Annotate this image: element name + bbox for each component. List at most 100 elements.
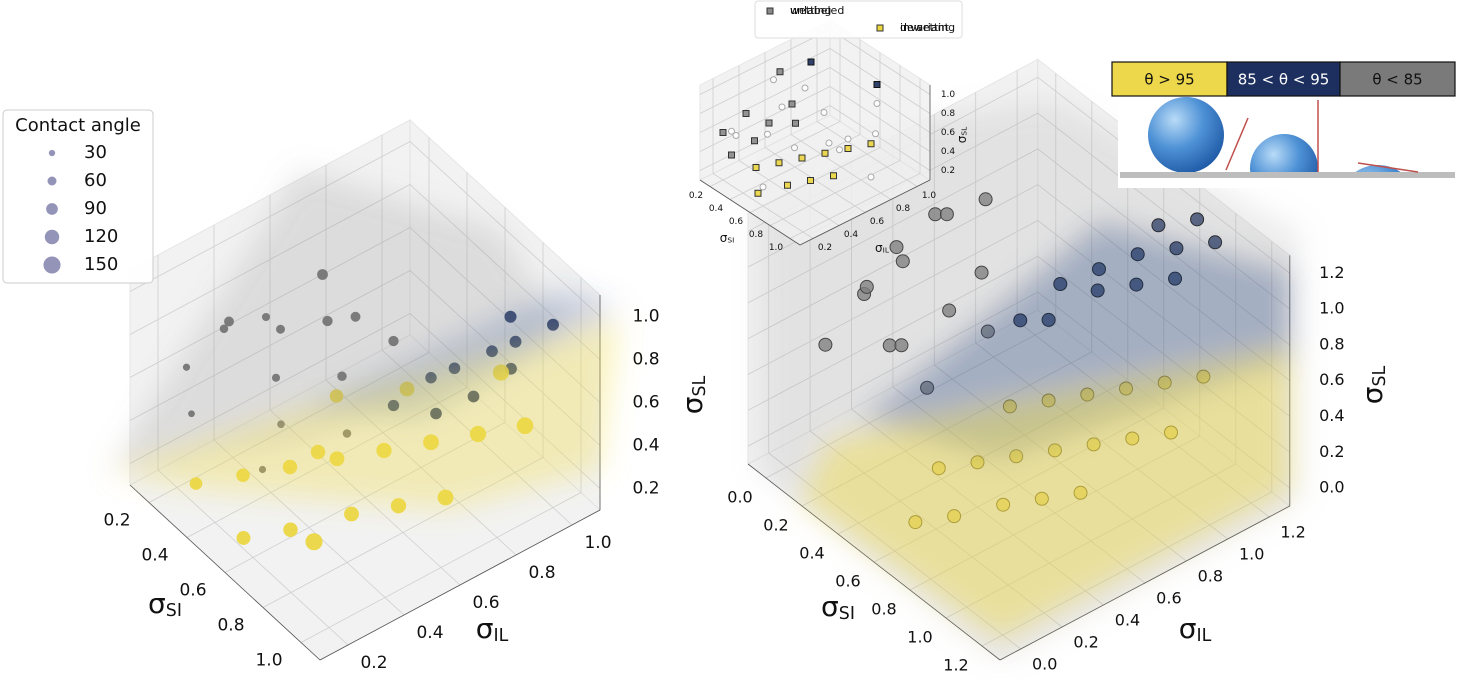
point	[844, 135, 852, 143]
y-tick-label: 0.2	[1073, 633, 1098, 652]
legend-marker	[43, 256, 61, 274]
grid-line	[816, 26, 918, 187]
surface	[1120, 172, 1455, 178]
point	[807, 177, 814, 184]
x-tick-label: 0.8	[217, 616, 244, 636]
grid-line	[769, 65, 901, 226]
grid-line	[129, 141, 601, 317]
z-tick-label: 0.8	[632, 350, 659, 370]
z-tick-label: 0.8	[1319, 334, 1344, 353]
tangent-line	[1225, 117, 1249, 171]
legend-marker	[44, 229, 60, 245]
y-tick-label: 0.6	[472, 593, 499, 613]
point	[775, 159, 783, 167]
tangent-line	[1357, 162, 1419, 173]
grid-line	[699, 105, 931, 171]
grid-line	[764, 52, 866, 213]
grid-line	[699, 86, 931, 152]
y-tick-label: 1.0	[922, 191, 937, 201]
y-tick-label: 1.2	[1280, 523, 1305, 542]
point	[820, 109, 828, 116]
axis-subscript: SL	[690, 375, 710, 396]
key-swatch	[1111, 61, 1228, 97]
point	[821, 149, 829, 157]
point	[770, 76, 777, 84]
y-tick-label: 0.6	[1156, 589, 1181, 608]
angle-key: θ > 95 85 < θ < 95 θ < 85	[1111, 61, 1456, 97]
point	[778, 103, 786, 111]
z-tick-label: 0.0	[1319, 478, 1344, 497]
x-tick-label: 1.0	[907, 628, 932, 647]
x-tick-label: 0.4	[709, 204, 724, 214]
axis-symbol: σ	[1356, 386, 1389, 404]
point	[872, 130, 879, 138]
key-label: 85 < θ < 95	[1238, 71, 1330, 89]
y-tick-label: 0.6	[870, 217, 885, 227]
legend-marker	[46, 203, 58, 215]
point	[283, 522, 298, 537]
y-tick-label: 0.4	[416, 623, 443, 643]
legend-marker	[47, 176, 57, 186]
y-tick-label: 0.8	[896, 204, 911, 214]
legend-box	[754, 0, 963, 39]
point	[873, 81, 881, 88]
y-tick-label: 1.0	[584, 533, 611, 553]
axis-symbol: σ	[955, 135, 969, 143]
grid-line	[712, 78, 814, 239]
droplet-illustration	[1118, 96, 1457, 188]
z-tick-label: 1.0	[1319, 299, 1344, 318]
point	[792, 119, 799, 127]
axis-subscript: IL	[493, 626, 508, 646]
grid-line	[738, 65, 840, 226]
axis-symbol: σ	[821, 590, 839, 623]
x-tick-label: 0.2	[103, 511, 130, 531]
axis-subscript: IL	[883, 246, 890, 255]
grid-line	[789, 78, 921, 239]
y-tick-label: 0.0	[1032, 655, 1057, 674]
xlabel-title: σSI	[148, 587, 182, 621]
x-tick-label: 0.6	[179, 581, 206, 601]
legend-box	[2, 109, 154, 284]
axis-symbol: σ	[875, 241, 883, 255]
legend-label: wetting	[790, 4, 831, 17]
x-axis-line	[699, 179, 801, 246]
point	[344, 506, 359, 522]
x-tick-label: 0.6	[835, 572, 860, 591]
point	[236, 531, 251, 545]
point	[867, 173, 875, 181]
key-swatch	[1226, 61, 1341, 97]
field-yellow	[110, 320, 620, 510]
y-tick-label: 0.4	[1115, 611, 1140, 630]
y-axis-line	[319, 509, 601, 661]
point	[844, 145, 852, 152]
x-tick-label: 0.8	[749, 230, 764, 240]
x-tick-label: 0.4	[799, 544, 824, 563]
x-tick-label: 0.0	[727, 488, 752, 507]
zlabel-title: σSL	[1356, 365, 1390, 404]
point	[836, 146, 843, 154]
field-blue	[860, 220, 1290, 460]
xlabel-title: σSI	[720, 231, 735, 245]
legend-marker	[876, 24, 884, 32]
legend-label: unlabeled	[790, 4, 844, 17]
field-yellow	[800, 350, 1290, 640]
z-tick-label: 0.6	[1319, 370, 1344, 389]
key-swatch	[1339, 61, 1456, 97]
point	[788, 100, 796, 108]
axis-subscript: SI	[839, 604, 855, 624]
axis-symbol: σ	[476, 612, 494, 645]
point	[867, 140, 875, 148]
x-axis-line	[129, 484, 321, 661]
z-tick-label: 0.2	[632, 479, 659, 499]
droplet	[1355, 165, 1401, 172]
chart: 0.2 0.4 0.6 0.8 1.0 0.2 0.4 0.6 0.8 1.0 0.2 0.4 0.6 0…	[689, 0, 969, 255]
x-tick-label: 0.2	[689, 191, 703, 201]
key-label: θ < 85	[1372, 71, 1422, 89]
legend-label: 30	[84, 142, 107, 163]
axis-subscript: SL	[960, 126, 969, 136]
legend-label: dewetting	[900, 21, 955, 34]
z-tick-label: 0.4	[1319, 406, 1344, 425]
point	[759, 183, 767, 191]
axis-symbol: σ	[148, 587, 166, 620]
